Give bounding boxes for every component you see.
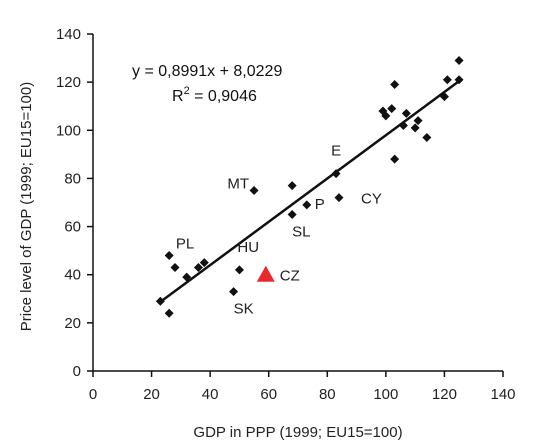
x-tick-label: 40	[202, 386, 219, 403]
r-squared: R2 = 0,9046	[172, 85, 257, 105]
x-tick-label: 140	[490, 386, 515, 403]
y-axis-title: Price level of GDP (1999; EU15=100)	[18, 82, 35, 331]
data-point	[410, 123, 420, 133]
data-point	[249, 185, 259, 195]
data-point	[155, 296, 165, 306]
data-point	[398, 120, 408, 130]
data-point	[454, 55, 464, 65]
point-label-cy: CY	[361, 191, 382, 208]
x-tick-label: 60	[260, 386, 277, 403]
data-point	[287, 210, 297, 220]
point-label-mt: MT	[227, 175, 249, 192]
x-tick-label: 20	[143, 386, 160, 403]
y-tick-label: 140	[56, 26, 81, 43]
data-point	[390, 154, 400, 164]
y-tick-label: 100	[56, 122, 81, 139]
x-tick-label: 120	[432, 386, 457, 403]
y-tick-label: 40	[64, 267, 81, 284]
point-label-sl: SL	[292, 224, 310, 241]
x-tick-label: 0	[89, 386, 97, 403]
y-tick-label: 60	[64, 219, 81, 236]
data-point	[302, 200, 312, 210]
data-point	[334, 193, 344, 203]
point-label-e: E	[331, 143, 341, 160]
data-point	[390, 80, 400, 90]
data-point	[381, 111, 391, 121]
data-point	[229, 287, 239, 297]
point-label-cz: CZ	[280, 268, 300, 285]
trendline	[159, 80, 460, 303]
data-point	[454, 75, 464, 85]
data-point	[164, 308, 174, 318]
data-point	[422, 133, 432, 143]
point-label-p: P	[315, 196, 325, 213]
x-axis-title: GDP in PPP (1999; EU15=100)	[193, 424, 402, 441]
y-tick-label: 20	[64, 315, 81, 332]
point-label-pl: PL	[176, 236, 194, 253]
trendline-equation: y = 0,8991x + 8,0229	[132, 63, 282, 80]
highlight-point	[256, 265, 275, 282]
data-point	[193, 262, 203, 272]
data-point	[401, 108, 411, 118]
data-point	[170, 262, 180, 272]
point-label-hu: HU	[237, 239, 259, 256]
data-point	[182, 272, 192, 282]
x-tick-label: 100	[373, 386, 398, 403]
data-point	[287, 181, 297, 191]
x-tick-label: 80	[319, 386, 336, 403]
point-label-sk: SK	[234, 301, 254, 318]
data-point	[164, 250, 174, 260]
data-point	[413, 116, 423, 126]
y-tick-label: 120	[56, 74, 81, 91]
data-point	[199, 258, 209, 268]
y-tick-label: 0	[73, 363, 81, 380]
data-point	[387, 104, 397, 114]
data-point	[439, 92, 449, 102]
data-point	[442, 75, 452, 85]
y-tick-label: 80	[64, 170, 81, 187]
data-point	[331, 169, 341, 179]
data-point	[234, 265, 244, 275]
